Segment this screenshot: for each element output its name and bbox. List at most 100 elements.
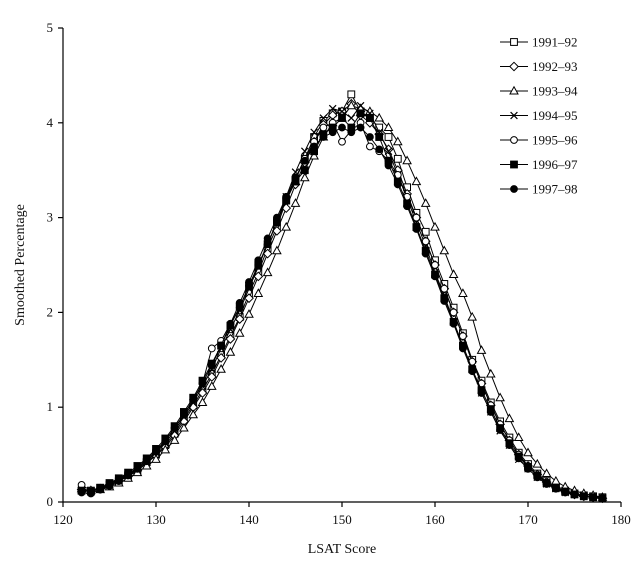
data-point — [347, 114, 356, 122]
data-point — [234, 314, 245, 324]
data-point — [439, 245, 450, 255]
data-point — [393, 154, 402, 163]
data-point — [338, 137, 346, 146]
data-point — [505, 441, 514, 450]
data-point — [310, 128, 318, 137]
legend-label: 1997–98 — [532, 182, 578, 197]
data-point — [468, 367, 477, 376]
data-point — [440, 297, 449, 305]
data-point — [234, 328, 245, 337]
data-point — [180, 410, 188, 419]
data-point — [338, 123, 346, 132]
data-point — [356, 109, 365, 118]
data-point — [486, 408, 495, 416]
data-point — [206, 381, 217, 390]
y-tick-label: 3 — [47, 210, 54, 225]
data-point — [366, 142, 374, 151]
data-point — [384, 161, 393, 170]
data-point — [514, 454, 523, 463]
data-point — [570, 490, 579, 499]
data-point — [133, 464, 142, 473]
data-point — [420, 198, 431, 207]
data-point — [189, 395, 198, 404]
data-point — [347, 128, 356, 137]
data-point — [253, 271, 264, 282]
y-axis-title: Smoothed Percentage — [13, 204, 28, 326]
data-point — [96, 485, 105, 494]
y-tick-label: 0 — [47, 494, 54, 509]
data-point — [169, 435, 180, 444]
data-point — [384, 133, 393, 141]
legend-entry: 1994–95 — [500, 108, 578, 123]
data-point — [151, 454, 161, 463]
data-point — [235, 299, 244, 307]
x-tick-label: 130 — [146, 512, 166, 527]
data-point — [496, 426, 505, 434]
data-point — [216, 352, 227, 363]
legend-label: 1995–96 — [532, 133, 578, 148]
data-point — [142, 457, 151, 466]
legend-entry: 1993–94 — [500, 84, 578, 99]
data-point — [206, 371, 217, 382]
legend-marker — [509, 85, 519, 95]
data-point — [346, 100, 357, 110]
data-point — [197, 397, 208, 406]
y-axis-ticks: 0 1 2 3 4 5 — [47, 20, 63, 509]
data-point — [338, 114, 346, 122]
x-axis-title: LSAT Score — [308, 542, 377, 557]
data-point — [291, 173, 300, 182]
data-point — [459, 344, 467, 353]
data-point — [226, 319, 235, 328]
data-point — [458, 288, 468, 297]
data-point — [477, 389, 486, 397]
legend-entry: 1997–98 — [500, 182, 578, 197]
data-point — [263, 234, 272, 243]
data-point — [375, 145, 384, 154]
data-point — [374, 112, 385, 122]
data-point — [589, 493, 597, 502]
data-point — [430, 221, 440, 231]
data-point — [393, 180, 402, 189]
data-point — [375, 133, 384, 141]
data-point — [310, 142, 319, 151]
legend-label: 1996–97 — [532, 157, 578, 172]
data-point — [188, 409, 199, 419]
data-point — [225, 346, 236, 356]
data-point — [290, 198, 301, 207]
legend-marker — [510, 38, 518, 46]
data-point — [87, 489, 95, 498]
data-point — [179, 422, 189, 432]
data-point — [383, 122, 394, 132]
data-point — [384, 147, 393, 156]
series-line — [81, 103, 603, 499]
data-point — [467, 311, 478, 321]
data-point — [253, 288, 264, 297]
data-point — [403, 202, 412, 211]
legend-marker — [509, 61, 519, 72]
series-7 — [77, 123, 607, 503]
data-point — [561, 488, 570, 497]
data-point — [124, 471, 133, 480]
data-point — [244, 309, 254, 318]
data-point — [495, 392, 505, 402]
data-point — [524, 464, 532, 473]
data-point — [579, 492, 588, 501]
data-point — [513, 432, 524, 442]
data-point — [347, 90, 356, 99]
data-point — [282, 192, 291, 201]
legend-marker — [510, 160, 518, 169]
data-point — [328, 128, 337, 137]
data-point — [533, 473, 542, 482]
data-point — [262, 267, 273, 277]
legend-entry: 1991–92 — [500, 35, 578, 50]
plot-area — [76, 90, 608, 504]
legend-label: 1991–92 — [532, 35, 578, 50]
series-line — [81, 93, 603, 498]
data-point — [319, 114, 328, 122]
y-tick-label: 1 — [47, 399, 54, 414]
data-point — [523, 447, 533, 457]
data-point — [476, 345, 487, 354]
y-tick-label: 2 — [47, 304, 54, 319]
data-point — [402, 155, 412, 165]
